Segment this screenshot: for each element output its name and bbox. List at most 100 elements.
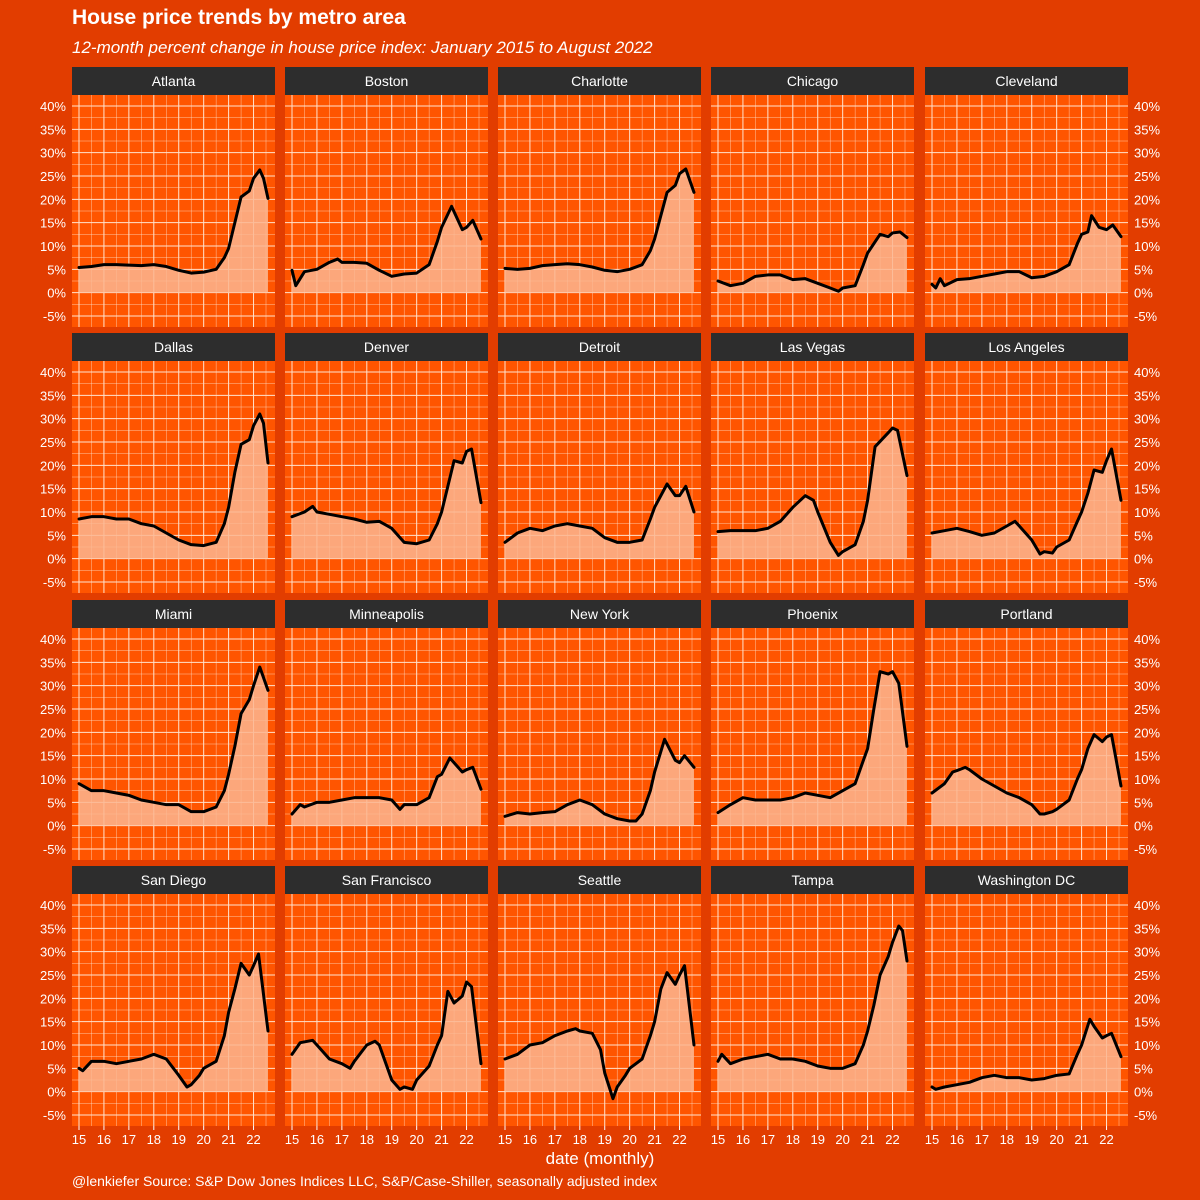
y-tick-label: 15%: [40, 1015, 66, 1030]
facet-label: Seattle: [578, 872, 622, 888]
series-line: [503, 482, 696, 544]
facet-label: Tampa: [791, 872, 833, 888]
y-tick-label: 5%: [1134, 528, 1153, 543]
x-tick-label: 16: [736, 1132, 750, 1147]
series-area: [79, 414, 268, 559]
y-tick-label: 15%: [1134, 482, 1160, 497]
series-line: [716, 670, 909, 815]
series-area: [718, 926, 907, 1092]
x-tick-label: 21: [647, 1132, 661, 1147]
y-tick-label: 35%: [1134, 921, 1160, 936]
y-tick-label: 40%: [1134, 365, 1160, 380]
y-tick-label: 40%: [40, 99, 66, 114]
x-tick-label: 17: [761, 1132, 775, 1147]
series-line: [503, 167, 696, 274]
x-tick-label: 20: [196, 1132, 210, 1147]
facet-strip: [498, 600, 701, 628]
y-tick-label: 10%: [40, 505, 66, 520]
facet-label: Detroit: [579, 339, 620, 355]
y-tick-label: 25%: [1134, 702, 1160, 717]
y-tick-label: 30%: [1134, 146, 1160, 161]
y-tick-label: 20%: [1134, 458, 1160, 473]
x-tick-label: 17: [122, 1132, 136, 1147]
x-tick-label: 18: [786, 1132, 800, 1147]
facet-label: Las Vegas: [780, 339, 845, 355]
y-tick-label: 15%: [1134, 216, 1160, 231]
facet-strip: [711, 600, 914, 628]
y-tick-label: 40%: [1134, 898, 1160, 913]
facet-label: New York: [570, 606, 630, 622]
series-area: [932, 1019, 1121, 1092]
x-axis-title: date (monthly): [546, 1149, 655, 1168]
y-tick-label: 0%: [47, 819, 66, 834]
facet-label: Chicago: [787, 73, 839, 89]
x-tick-label: 19: [598, 1132, 612, 1147]
y-tick-label: 25%: [1134, 169, 1160, 184]
x-tick-label: 15: [925, 1132, 939, 1147]
facet-strip: [72, 333, 275, 361]
y-tick-label: 15%: [40, 749, 66, 764]
series-line: [503, 964, 696, 1101]
y-tick-label: -5%: [43, 1108, 67, 1123]
y-tick-label: -5%: [43, 575, 67, 590]
y-tick-label: 40%: [40, 632, 66, 647]
facet-label: Atlanta: [152, 73, 196, 89]
y-tick-label: 15%: [1134, 1015, 1160, 1030]
facet-strip: [72, 600, 275, 628]
facet-label: Los Angeles: [988, 339, 1064, 355]
facet-label: Miami: [155, 606, 192, 622]
x-tick-label: 16: [97, 1132, 111, 1147]
x-tick-label: 15: [711, 1132, 725, 1147]
y-tick-label: 0%: [47, 552, 66, 567]
y-tick-label: 40%: [40, 365, 66, 380]
y-tick-label: 5%: [47, 528, 66, 543]
y-tick-label: 15%: [1134, 749, 1160, 764]
y-tick-label: 25%: [1134, 968, 1160, 983]
series-area: [292, 758, 481, 826]
y-tick-label: -5%: [43, 842, 67, 857]
x-tick-label: 22: [672, 1132, 686, 1147]
series-line: [77, 168, 270, 275]
x-tick-label: 22: [885, 1132, 899, 1147]
series-area: [718, 671, 907, 826]
series-area: [292, 206, 481, 293]
series-line: [290, 447, 483, 546]
facet-label: Minneapolis: [349, 606, 424, 622]
series-area: [79, 954, 268, 1092]
y-tick-label: 25%: [40, 968, 66, 983]
facet-strip: [925, 866, 1128, 894]
facet-strip: [498, 67, 701, 95]
y-tick-label: 0%: [1134, 552, 1153, 567]
x-tick-label: 15: [72, 1132, 86, 1147]
x-tick-label: 19: [172, 1132, 186, 1147]
y-tick-label: 20%: [1134, 192, 1160, 207]
y-tick-label: 20%: [40, 192, 66, 207]
x-tick-label: 18: [1000, 1132, 1014, 1147]
y-tick-label: 35%: [1134, 388, 1160, 403]
series-area: [932, 215, 1121, 293]
facet-label: Cleveland: [995, 73, 1057, 89]
y-tick-label: 30%: [1134, 945, 1160, 960]
y-tick-label: 35%: [40, 122, 66, 137]
y-tick-label: 30%: [40, 412, 66, 427]
facet-label: Portland: [1000, 606, 1052, 622]
y-tick-label: 0%: [1134, 819, 1153, 834]
x-tick-label: 15: [285, 1132, 299, 1147]
y-tick-label: 10%: [40, 1038, 66, 1053]
chart-subtitle: 12-month percent change in house price i…: [72, 38, 653, 57]
y-tick-label: 10%: [1134, 239, 1160, 254]
facet-strip: [711, 67, 914, 95]
series-area: [932, 734, 1121, 826]
series-area: [79, 169, 268, 293]
y-tick-label: -5%: [1134, 842, 1158, 857]
x-tick-label: 15: [498, 1132, 512, 1147]
facet-strip: [498, 333, 701, 361]
y-tick-label: 40%: [1134, 99, 1160, 114]
y-tick-label: 5%: [1134, 262, 1153, 277]
facet-strip: [711, 333, 914, 361]
x-tick-label: 20: [622, 1132, 636, 1147]
y-tick-label: 20%: [40, 991, 66, 1006]
source-caption: @lenkiefer Source: S&P Dow Jones Indices…: [72, 1173, 658, 1189]
x-tick-label: 20: [409, 1132, 423, 1147]
